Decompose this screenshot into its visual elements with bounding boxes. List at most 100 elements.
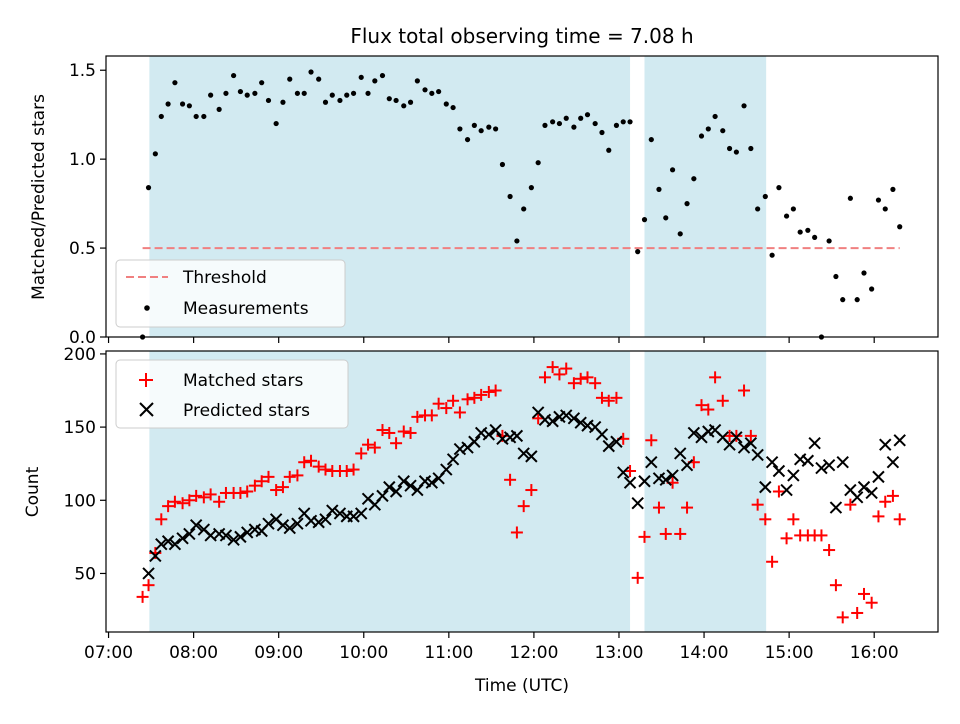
matched-star-point xyxy=(567,377,580,390)
predicted-star-point xyxy=(602,439,615,453)
matched-star-point xyxy=(425,409,438,422)
matched-star-point xyxy=(376,424,389,437)
measurement-point xyxy=(733,149,739,155)
predicted-star-point xyxy=(227,533,240,547)
bottom-legend-box xyxy=(115,359,349,429)
x-tick-label: 08:00 xyxy=(169,643,218,663)
measurement-point xyxy=(344,92,350,98)
measurement-point xyxy=(521,206,527,212)
matched-star-point xyxy=(136,590,149,603)
measurement-point xyxy=(287,76,293,82)
matched-star-point xyxy=(447,394,460,407)
matched-star-point xyxy=(213,495,226,508)
matched-star-point xyxy=(823,544,836,557)
top-y-axis-ticks: 0.0 0.5 1.0 1.5 xyxy=(69,61,106,348)
measurement-point xyxy=(493,126,499,132)
predicted-star-point xyxy=(489,423,502,437)
measurement-point xyxy=(897,224,903,230)
matched-star-point xyxy=(602,394,615,407)
measurement-point xyxy=(259,80,265,86)
matched-star-point xyxy=(475,388,488,401)
bottom-y-axis-label: Count xyxy=(23,466,43,517)
bottom-y-tick-label: 200 xyxy=(64,345,96,365)
x-axis-label: Time (UTC) xyxy=(474,676,569,696)
predicted-star-point xyxy=(687,426,701,440)
predicted-star-point xyxy=(446,453,460,466)
matched-star-point xyxy=(702,403,715,416)
top-y-tick-label: 1.0 xyxy=(69,150,96,170)
predicted-star-point xyxy=(383,480,396,494)
x-tick-label: 09:00 xyxy=(254,643,303,663)
measurement-point xyxy=(542,122,548,128)
predicted-star-point xyxy=(765,456,779,469)
measurement-point xyxy=(620,119,626,125)
matched-star-point xyxy=(248,479,261,492)
matched-star-point xyxy=(695,399,708,412)
x-tick-label: 14:00 xyxy=(680,643,729,663)
predicted-star-point xyxy=(440,463,453,476)
measurement-point xyxy=(244,92,250,98)
matched-star-point xyxy=(560,362,573,375)
measurement-point xyxy=(273,120,279,127)
predicted-star-point xyxy=(623,476,637,489)
predicted-star-point xyxy=(801,454,815,467)
predicted-star-point xyxy=(326,504,339,517)
x-tick-label: 13:00 xyxy=(594,643,643,663)
measurement-point xyxy=(875,197,882,203)
predicted-star-point xyxy=(872,470,885,484)
matched-star-point xyxy=(652,501,665,514)
predicted-star-point xyxy=(468,435,481,448)
bottom-x-axis-ticks: 07:00 08:00 09:00 10:00 11:00 12:00 13:00 14:00… xyxy=(84,632,899,663)
legend-predicted-swatch xyxy=(139,402,154,417)
measurement-point xyxy=(584,112,591,118)
matched-star-point xyxy=(738,384,751,397)
predicted-star-point xyxy=(376,489,389,503)
matched-star-point xyxy=(340,465,353,478)
predicted-star-point xyxy=(829,501,843,514)
predicted-star-point xyxy=(808,436,821,450)
measurement-point xyxy=(478,128,484,134)
count-panel: 50 100 150 200 07:00 08:00 09:00 10:00 11:00 12:… xyxy=(23,345,939,696)
legend-measurements-swatch xyxy=(144,305,150,311)
matched-star-point xyxy=(440,402,453,415)
matched-star-point xyxy=(368,441,381,454)
matched-star-point xyxy=(759,513,772,526)
measurement-point xyxy=(223,90,229,96)
matched-star-point xyxy=(276,481,289,494)
measurement-point xyxy=(429,90,435,96)
bottom-y-tick-label: 50 xyxy=(74,564,96,584)
predicted-star-point xyxy=(857,480,871,494)
measurement-point xyxy=(158,113,164,120)
measurement-point xyxy=(201,113,207,120)
predicted-star-point xyxy=(149,549,162,563)
measurement-point xyxy=(252,90,258,96)
matched-star-point xyxy=(610,391,623,404)
measurement-point xyxy=(755,206,761,212)
predicted-star-point xyxy=(610,435,623,448)
predicted-star-point xyxy=(744,436,758,450)
matched-star-point xyxy=(645,434,658,447)
measurement-point xyxy=(748,145,754,152)
measurement-point xyxy=(507,193,513,200)
measurement-point xyxy=(379,72,386,79)
bottom-legend: Matched stars Predicted stars xyxy=(115,359,349,429)
predicted-star-point xyxy=(595,428,609,441)
measurement-point xyxy=(641,217,648,223)
measurement-point xyxy=(464,136,471,143)
measurement-point xyxy=(457,126,463,132)
measurement-point xyxy=(499,161,506,168)
matched-star-point xyxy=(255,475,268,488)
chart-title: Flux total observing time = 7.08 h xyxy=(350,24,693,48)
matched-star-point xyxy=(183,494,196,507)
measurement-point xyxy=(720,128,726,134)
matched-star-point xyxy=(234,486,247,499)
matched-star-point xyxy=(291,469,304,482)
matched-star-point xyxy=(197,491,210,504)
predicted-star-point xyxy=(567,412,581,425)
measurement-point xyxy=(308,69,314,75)
measurement-point xyxy=(280,99,286,105)
matched-star-point xyxy=(397,425,410,438)
measurement-point xyxy=(890,186,896,192)
measurement-point xyxy=(847,195,853,201)
top-y-tick-label: 0.0 xyxy=(69,328,96,348)
